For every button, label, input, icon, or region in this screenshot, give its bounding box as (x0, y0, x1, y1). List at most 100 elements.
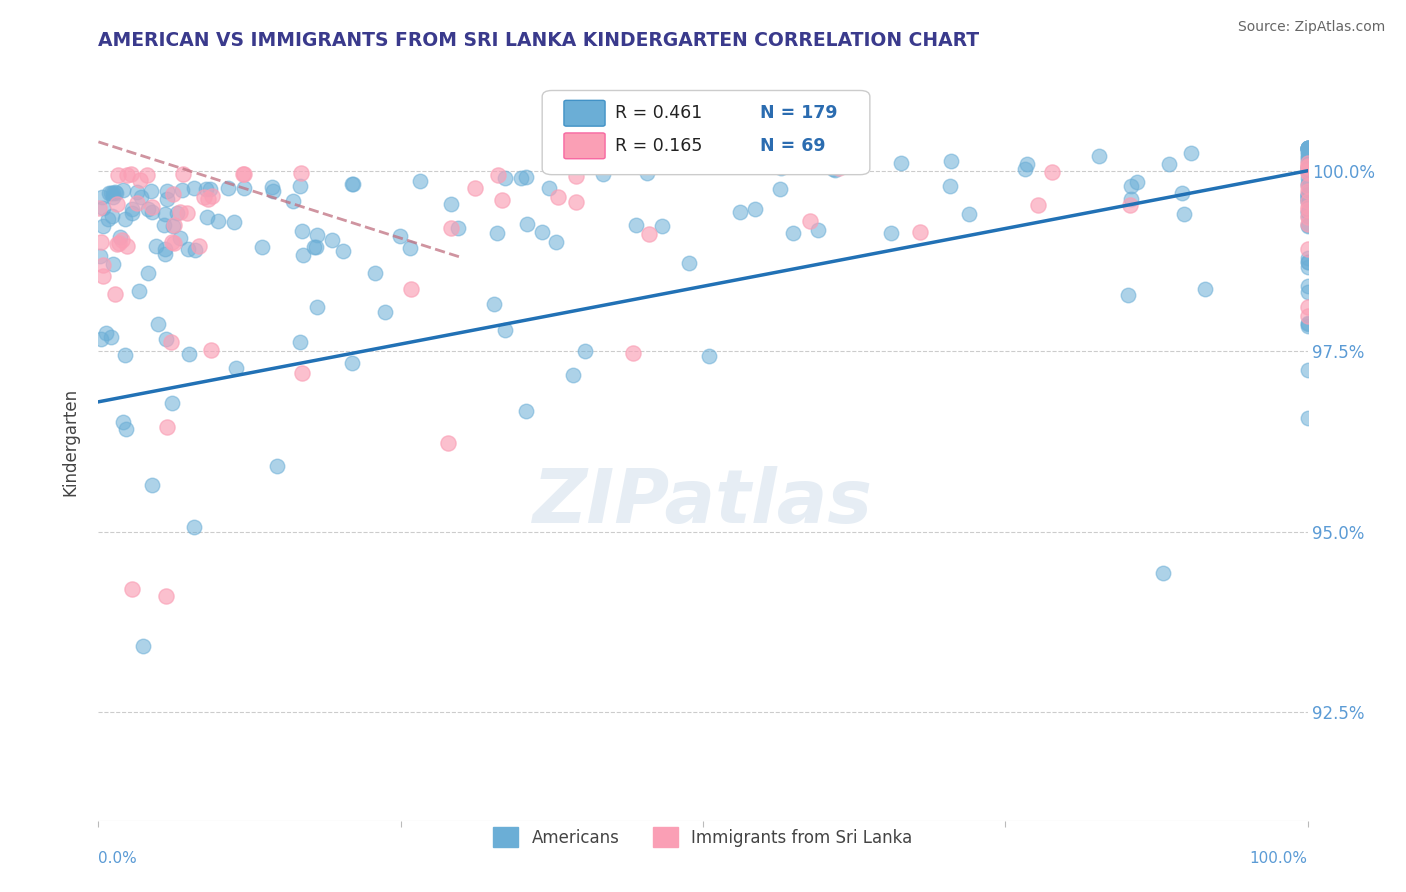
Text: R = 0.461: R = 0.461 (614, 104, 702, 122)
Point (1296, 164, 1319, 178)
Point (91, 201, 114, 215)
Point (1296, 165, 1319, 179)
Point (288, 335, 311, 350)
Point (169, 205, 191, 219)
Y-axis label: Kindergarten: Kindergarten (62, 387, 80, 496)
Text: Source: ZipAtlas.com: Source: ZipAtlas.com (1237, 20, 1385, 34)
Point (1180, 145, 1202, 160)
Point (824, 163, 846, 178)
Point (1296, 171, 1319, 186)
Point (177, 242, 200, 256)
Point (1126, 175, 1149, 189)
Point (156, 192, 179, 206)
Point (1159, 157, 1181, 171)
Text: 100.0%: 100.0% (1250, 851, 1308, 866)
Point (153, 207, 176, 221)
Point (537, 181, 560, 195)
Point (827, 161, 849, 176)
Point (769, 161, 792, 175)
Point (1296, 260, 1319, 275)
Point (1296, 141, 1319, 155)
Point (160, 334, 183, 349)
Point (170, 183, 193, 197)
Point (128, 284, 150, 298)
Point (162, 186, 184, 201)
Point (162, 235, 184, 250)
Point (139, 185, 162, 199)
Text: AMERICAN VS IMMIGRANTS FROM SRI LANKA KINDERGARTEN CORRELATION CHART: AMERICAN VS IMMIGRANTS FROM SRI LANKA KI… (98, 30, 980, 50)
Point (1296, 203, 1319, 218)
Point (744, 202, 766, 217)
Point (91, 258, 114, 272)
Point (105, 197, 128, 211)
Point (1014, 162, 1036, 177)
Point (163, 218, 186, 232)
Point (1296, 143, 1319, 157)
Point (104, 286, 127, 301)
Point (821, 162, 844, 177)
Point (128, 173, 150, 187)
Text: R = 0.165: R = 0.165 (614, 136, 702, 155)
Point (281, 194, 304, 209)
Point (156, 419, 179, 434)
Point (112, 183, 135, 197)
Point (494, 171, 516, 186)
Point (547, 190, 569, 204)
Point (232, 167, 254, 181)
Point (111, 233, 134, 247)
Point (491, 193, 513, 207)
Point (176, 206, 198, 220)
Point (163, 236, 186, 251)
Point (1017, 156, 1039, 170)
Point (1296, 192, 1319, 206)
Point (1296, 318, 1319, 333)
Point (233, 181, 256, 195)
Point (101, 186, 124, 200)
Point (485, 226, 508, 240)
Point (636, 166, 658, 180)
Point (440, 220, 463, 235)
Point (1296, 160, 1319, 174)
Point (120, 167, 142, 181)
Point (101, 257, 124, 271)
Point (1296, 141, 1319, 155)
Point (437, 435, 460, 450)
Point (1296, 309, 1319, 323)
Point (1296, 152, 1319, 166)
Point (125, 195, 148, 210)
Point (87, 201, 110, 215)
Point (486, 168, 509, 182)
Legend: Americans, Immigrants from Sri Lanka: Americans, Immigrants from Sri Lanka (486, 821, 920, 854)
Point (464, 181, 486, 195)
Point (1296, 251, 1319, 265)
Point (184, 244, 207, 258)
Point (155, 332, 177, 346)
Point (98, 186, 121, 200)
Point (91, 219, 114, 233)
Point (121, 202, 143, 216)
Point (224, 214, 246, 228)
Point (89, 249, 111, 263)
Point (769, 181, 792, 195)
Point (332, 244, 354, 258)
Point (574, 343, 596, 358)
Point (153, 242, 176, 256)
Point (1296, 186, 1319, 201)
Point (1296, 204, 1319, 219)
Point (1296, 141, 1319, 155)
Point (908, 226, 931, 240)
Point (1296, 150, 1319, 164)
Point (621, 345, 644, 359)
Point (201, 189, 224, 203)
Point (440, 197, 463, 211)
Point (1296, 189, 1319, 203)
Point (162, 219, 184, 233)
Point (146, 317, 169, 331)
Point (156, 184, 179, 198)
Point (879, 226, 901, 240)
Point (1296, 219, 1319, 233)
Point (94, 326, 117, 340)
Point (409, 174, 432, 188)
Point (1296, 363, 1319, 377)
Point (169, 231, 191, 245)
